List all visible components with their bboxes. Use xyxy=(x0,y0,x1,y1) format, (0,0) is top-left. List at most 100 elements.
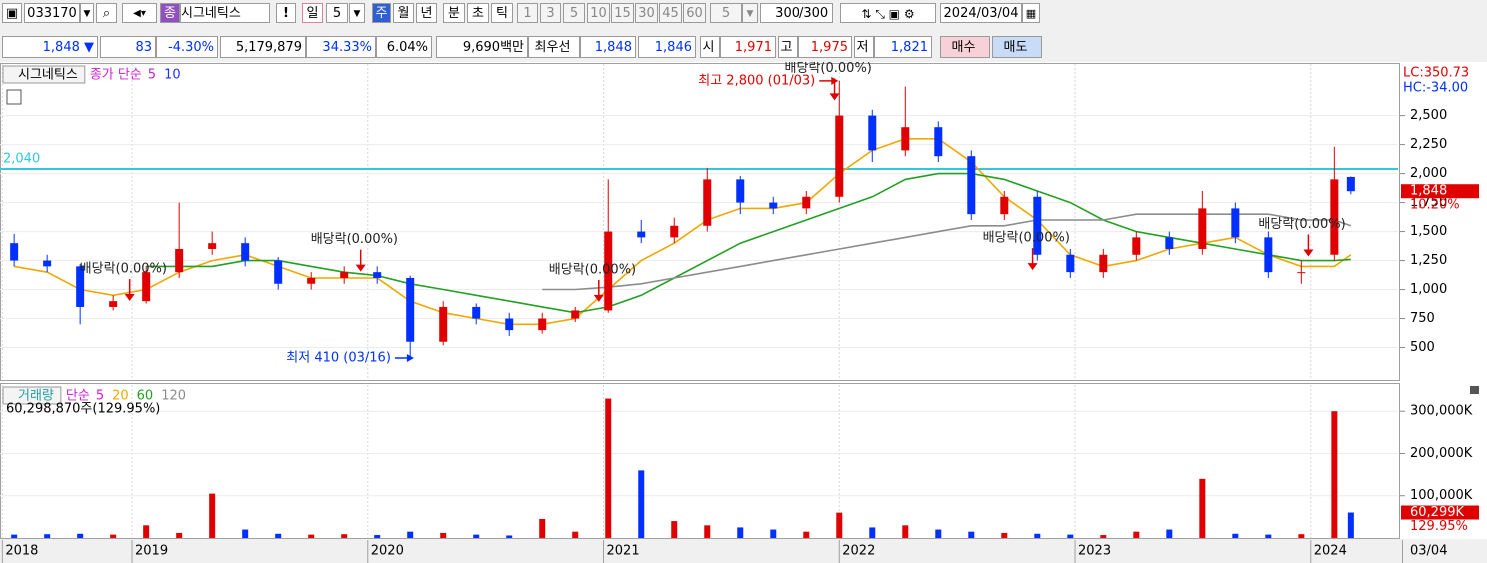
reference-label: 2,040 xyxy=(3,151,40,166)
ma-line xyxy=(146,172,1351,314)
legend-entry: 60 xyxy=(137,389,154,404)
x-tick-label: 2019 xyxy=(135,544,168,559)
y-tick-label: 2,500 xyxy=(1410,108,1447,123)
dropdown[interactable]: ▼ xyxy=(742,3,758,23)
code-input[interactable]: 033170 xyxy=(24,3,80,23)
dividend-label: 배당락(0.00%) xyxy=(549,262,636,277)
low-label: 저 xyxy=(854,36,874,58)
candle-body xyxy=(406,277,415,342)
volume-bar xyxy=(1331,411,1338,538)
volume: 5,179,879 xyxy=(220,36,306,58)
last-price-tag xyxy=(1401,184,1479,199)
last-price: 1,848 xyxy=(1410,184,1447,199)
volume-bar xyxy=(1166,529,1173,538)
turnover: 34.33% xyxy=(306,36,376,58)
panel-icon[interactable] xyxy=(1470,386,1479,394)
volume-bar xyxy=(308,534,315,538)
volume-bar xyxy=(1001,532,1008,538)
interval[interactable]: 30 xyxy=(635,3,658,23)
volume-bar xyxy=(1347,512,1354,538)
candle-body xyxy=(736,179,745,203)
period[interactable]: 5 xyxy=(326,3,348,23)
period[interactable]: 년 xyxy=(416,3,437,23)
candle-body xyxy=(241,243,250,261)
last-change: 10.20% xyxy=(1410,198,1460,213)
candle-body xyxy=(307,277,316,284)
price: 1,848 ▼ xyxy=(2,36,98,58)
volume-bar xyxy=(671,521,678,538)
candle-body xyxy=(208,243,217,249)
dividend-label: 배당락(0.00%) xyxy=(1258,217,1345,232)
stock-name[interactable]: 시그네틱스 xyxy=(180,3,270,23)
date-input[interactable]: 2024/03/04 xyxy=(940,3,1022,23)
change-pct: -4.30% xyxy=(156,36,218,58)
badge: 종 xyxy=(160,3,180,23)
x-tick-label: 2020 xyxy=(371,544,404,559)
period[interactable]: 월 xyxy=(393,3,414,23)
search[interactable]: ⌕ xyxy=(96,3,117,23)
candle-body xyxy=(76,266,85,307)
interval[interactable]: 15 xyxy=(611,3,634,23)
candle-body xyxy=(1099,254,1108,273)
volume-bar xyxy=(869,527,876,538)
open-label: 시 xyxy=(700,36,720,58)
volume-bar xyxy=(407,531,414,538)
candle-body xyxy=(967,156,976,215)
volume-bar xyxy=(440,532,447,538)
candle-body xyxy=(604,231,613,311)
dropdown[interactable]: ▼ xyxy=(349,3,365,23)
period[interactable]: 일 xyxy=(302,3,323,23)
amount: 9,690백만 xyxy=(436,36,528,58)
interval[interactable]: 45 xyxy=(659,3,682,23)
period[interactable]: 분 xyxy=(443,3,465,23)
tool-icons[interactable]: ⇅ ⤡ ▣ ⚙ xyxy=(840,3,936,23)
count-input[interactable]: 300 xyxy=(760,3,800,23)
y-tick-label: 750 xyxy=(1410,311,1435,326)
buy-button[interactable]: 매수 xyxy=(940,36,990,58)
last-date: 03/04 xyxy=(1410,544,1447,559)
candle-body xyxy=(10,243,19,261)
volume-bar xyxy=(1265,534,1272,538)
interval[interactable]: 60 xyxy=(683,3,706,23)
sell-button[interactable]: 매도 xyxy=(992,36,1042,58)
table-icon[interactable] xyxy=(6,89,22,105)
interval-select[interactable]: 5 xyxy=(710,3,742,23)
dividend-arrowhead xyxy=(355,264,366,272)
interval[interactable]: 10 xyxy=(587,3,610,23)
volume-bar xyxy=(1034,533,1041,538)
period[interactable]: 주 xyxy=(372,3,391,23)
interval[interactable]: 3 xyxy=(540,3,561,23)
volume-bar xyxy=(1199,478,1206,538)
dividend-label: 배당락(0.00%) xyxy=(311,232,398,247)
volume-summary: 60,298,870주(129.95%) xyxy=(6,402,160,417)
best-label: 최우선 xyxy=(528,36,580,58)
y-tick-label: 1,750 xyxy=(1410,195,1447,210)
alert[interactable]: ! xyxy=(276,3,296,23)
last-volume-change: 129.95% xyxy=(1410,519,1468,534)
volume-bar xyxy=(737,527,744,538)
interval[interactable]: 1 xyxy=(517,3,538,23)
window-icon[interactable]: ▣ xyxy=(2,3,22,23)
x-tick-label: 2018 xyxy=(5,544,38,559)
calendar[interactable]: ▦ xyxy=(1022,3,1040,23)
best-bid: 1,846 xyxy=(638,36,696,58)
legend-entry: 5 xyxy=(96,389,104,404)
volume-bar xyxy=(638,470,645,538)
dropdown[interactable]: ▼ xyxy=(80,3,94,23)
volume-bar xyxy=(143,525,150,538)
x-tick-label: 2021 xyxy=(607,544,640,559)
interval[interactable]: 5 xyxy=(563,3,585,23)
period[interactable]: 초 xyxy=(467,3,489,23)
sound[interactable]: ◀▾ xyxy=(122,3,157,23)
candle-body xyxy=(670,225,679,238)
candle-body xyxy=(472,306,481,319)
volume-frame xyxy=(0,383,1400,539)
dividend-label: 배당락(0.00%) xyxy=(785,61,872,76)
volume-bar xyxy=(1100,535,1107,538)
period[interactable]: 틱 xyxy=(491,3,513,23)
candle-body xyxy=(901,127,910,151)
dividend-arrowhead xyxy=(124,294,135,302)
x-tick-label: 2024 xyxy=(1314,544,1347,559)
volume-bar xyxy=(209,493,216,538)
